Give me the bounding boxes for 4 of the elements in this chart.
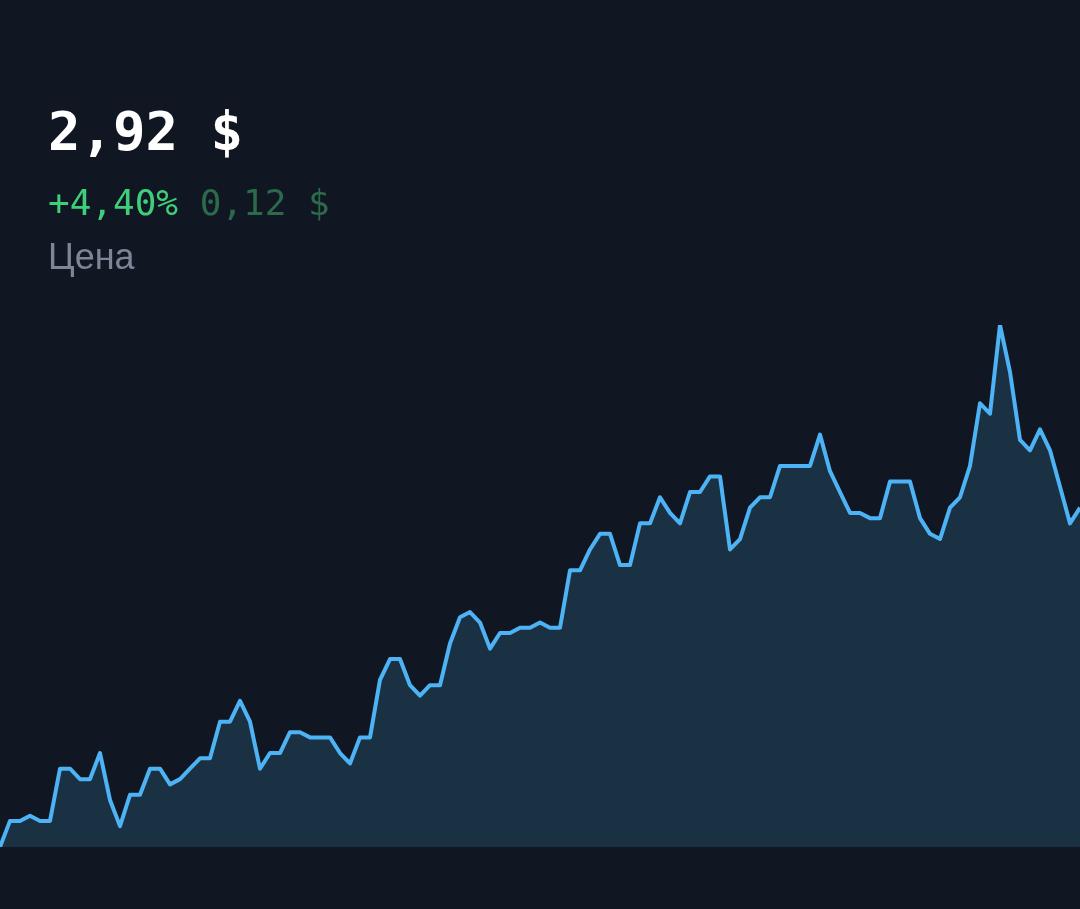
text: 0,12 $ <box>199 182 330 223</box>
text: Цена <box>48 236 135 278</box>
chart-title: 2,92 $ <box>48 100 244 163</box>
chart-subtitle: +4,40% <box>48 182 179 223</box>
